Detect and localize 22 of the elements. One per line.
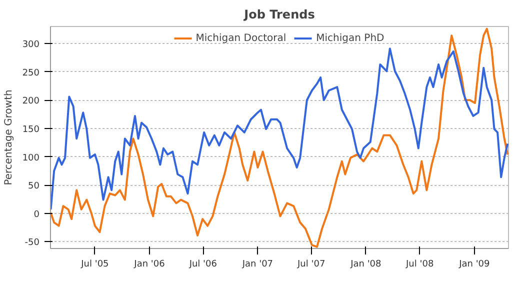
y-axis-title: Percentage Growth — [3, 90, 14, 186]
x-tick-label: Jul '07 — [296, 260, 326, 270]
y-tick-label: 150 — [22, 124, 40, 135]
x-tick-label: Jan '06 — [133, 260, 166, 270]
line-series — [50, 28, 508, 248]
y-tick-label: 0 — [34, 210, 40, 220]
x-tick-label: Jul '05 — [80, 260, 109, 270]
y-tick-label: 200 — [22, 96, 40, 107]
y-tick-label: 250 — [22, 68, 40, 78]
x-tick-label: Jul '06 — [188, 260, 218, 270]
x-tick-label: Jul '08 — [405, 260, 434, 270]
chart-title: Job Trends — [243, 8, 315, 22]
x-tick-label: Jan '09 — [458, 260, 490, 270]
y-tick-label: 100 — [22, 153, 40, 164]
y-tick-label: 50 — [28, 182, 40, 192]
legend-label: Michigan Doctoral — [196, 32, 286, 44]
y-tick-label: 300 — [22, 40, 40, 50]
legend-label: Michigan PhD — [316, 32, 384, 44]
y-tick-label: -50 — [24, 238, 40, 248]
line-series — [50, 48, 508, 210]
x-tick-label: Jan '08 — [350, 260, 382, 270]
x-tick-label: Jan '07 — [241, 260, 274, 270]
